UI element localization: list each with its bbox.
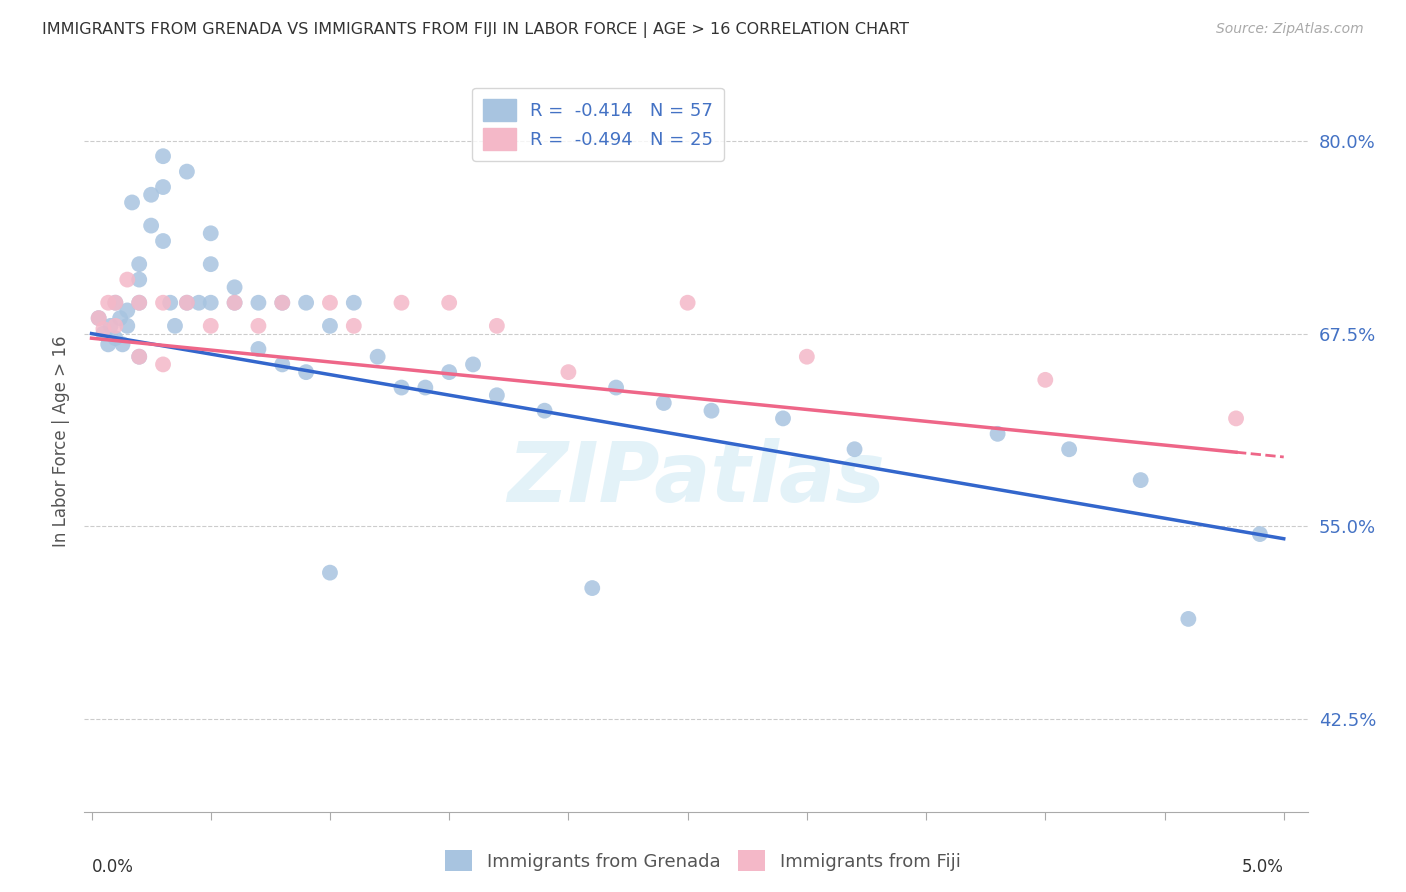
Legend: Immigrants from Grenada, Immigrants from Fiji: Immigrants from Grenada, Immigrants from… [439, 843, 967, 879]
Point [111, 337, 134, 351]
Point [117, 272, 139, 286]
Point [319, 318, 342, 333]
Point [437, 365, 460, 379]
Point [391, 295, 413, 310]
Point [104, 331, 127, 345]
Point [271, 295, 294, 310]
Point [152, 358, 174, 372]
Point [295, 365, 318, 379]
Point [224, 280, 246, 294]
Point [176, 295, 198, 310]
Point [104, 295, 127, 310]
Point [152, 180, 174, 194]
Point [128, 295, 150, 310]
Point [87, 311, 110, 326]
Text: ZIPatlas: ZIPatlas [508, 438, 884, 519]
Point [319, 566, 342, 580]
Point [700, 403, 723, 417]
Point [1057, 442, 1080, 457]
Point [1225, 411, 1247, 425]
Point [772, 411, 794, 425]
Point [152, 295, 174, 310]
Point [533, 403, 555, 417]
Point [605, 380, 627, 394]
Point [581, 581, 603, 595]
Point [159, 295, 181, 310]
Point [1249, 527, 1271, 541]
Point [87, 311, 110, 326]
Point [200, 257, 222, 271]
Point [343, 318, 366, 333]
Point [128, 272, 150, 286]
Point [319, 295, 342, 310]
Point [391, 380, 413, 394]
Point [415, 380, 437, 394]
Point [121, 195, 143, 210]
Text: 0.0%: 0.0% [91, 858, 134, 876]
Point [247, 318, 270, 333]
Point [152, 234, 174, 248]
Point [1129, 473, 1152, 487]
Point [100, 318, 122, 333]
Point [557, 365, 579, 379]
Point [224, 295, 246, 310]
Point [271, 358, 294, 372]
Point [176, 295, 198, 310]
Point [652, 396, 675, 410]
Point [104, 318, 127, 333]
Point [97, 337, 120, 351]
Point [93, 322, 115, 336]
Point [163, 318, 186, 333]
Point [796, 350, 818, 364]
Point [1177, 612, 1199, 626]
Point [128, 257, 150, 271]
Point [93, 326, 115, 341]
Point [128, 295, 150, 310]
Point [200, 295, 222, 310]
Point [187, 295, 209, 310]
Point [117, 318, 139, 333]
Point [1033, 373, 1056, 387]
Point [97, 295, 120, 310]
Point [461, 358, 484, 372]
Y-axis label: In Labor Force | Age > 16: In Labor Force | Age > 16 [52, 335, 70, 548]
Point [176, 164, 198, 178]
Point [343, 295, 366, 310]
Legend: R =  -0.414   N = 57, R =  -0.494   N = 25: R = -0.414 N = 57, R = -0.494 N = 25 [472, 87, 724, 161]
Point [271, 295, 294, 310]
Point [224, 295, 246, 310]
Point [104, 295, 127, 310]
Point [485, 318, 508, 333]
Point [485, 388, 508, 402]
Point [139, 187, 162, 202]
Point [108, 311, 131, 326]
Point [295, 295, 318, 310]
Point [844, 442, 866, 457]
Point [128, 350, 150, 364]
Point [200, 318, 222, 333]
Point [247, 342, 270, 356]
Point [367, 350, 389, 364]
Text: Source: ZipAtlas.com: Source: ZipAtlas.com [1216, 22, 1364, 37]
Point [128, 350, 150, 364]
Point [437, 295, 460, 310]
Point [987, 426, 1010, 441]
Point [676, 295, 699, 310]
Point [200, 227, 222, 241]
Point [117, 303, 139, 318]
Point [247, 295, 270, 310]
Point [139, 219, 162, 233]
Point [152, 149, 174, 163]
Text: IMMIGRANTS FROM GRENADA VS IMMIGRANTS FROM FIJI IN LABOR FORCE | AGE > 16 CORREL: IMMIGRANTS FROM GRENADA VS IMMIGRANTS FR… [42, 22, 910, 38]
Text: 5.0%: 5.0% [1241, 858, 1284, 876]
